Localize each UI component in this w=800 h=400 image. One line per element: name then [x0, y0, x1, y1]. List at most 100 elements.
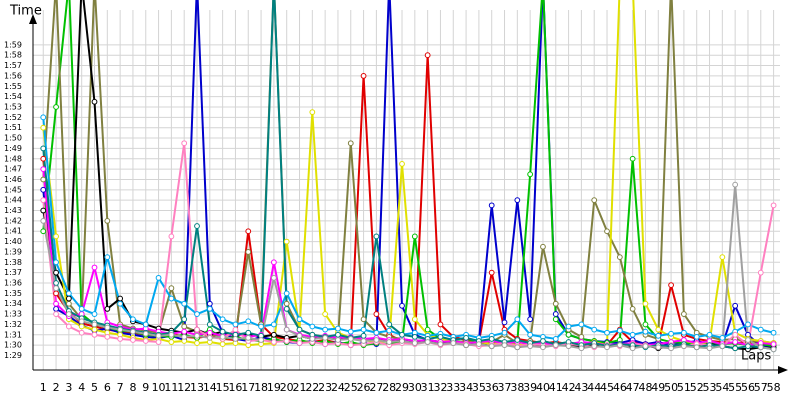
- data-point: [270, 339, 277, 345]
- data-point: [347, 342, 354, 349]
- data-point: [194, 332, 200, 339]
- data-point: [386, 321, 393, 328]
- data-point: [91, 321, 98, 328]
- data-point: [463, 342, 469, 349]
- data-point: [514, 316, 521, 323]
- data-point: [219, 328, 226, 335]
- data-point: [78, 318, 85, 325]
- x-tick-label: 29: [395, 381, 409, 394]
- data-point: [360, 316, 367, 323]
- data-point: [424, 339, 431, 345]
- y-axis-label: Time: [9, 4, 42, 19]
- data-point: [232, 336, 239, 342]
- data-point: [65, 323, 72, 330]
- data-point: [668, 282, 674, 288]
- data-point: [386, 339, 393, 345]
- data-point: [552, 300, 559, 307]
- data-point: [411, 316, 418, 323]
- x-tick-label: 53: [703, 381, 717, 394]
- x-tick-label: 34: [459, 381, 473, 394]
- x-tick-label: 20: [280, 381, 294, 394]
- data-point: [78, 306, 85, 312]
- x-tick-label: 44: [587, 381, 601, 394]
- grid: [33, 10, 780, 370]
- data-point: [168, 285, 175, 292]
- data-point: [335, 325, 341, 332]
- data-point: [514, 337, 521, 343]
- data-point: [322, 341, 329, 348]
- data-point: [194, 326, 200, 333]
- data-point: [245, 334, 252, 341]
- data-point: [181, 323, 188, 330]
- y-tick-label: 1:37: [4, 268, 22, 277]
- y-tick-label: 1:53: [4, 102, 22, 111]
- data-point: [629, 306, 636, 312]
- data-point: [53, 280, 59, 286]
- y-tick-label: 1:41: [4, 227, 22, 236]
- x-tick-label: 39: [523, 381, 537, 394]
- data-point: [309, 109, 316, 116]
- data-point: [117, 326, 124, 333]
- data-point: [501, 319, 508, 326]
- x-tick-label: 58: [767, 381, 781, 394]
- y-tick-label: 1:45: [4, 185, 22, 194]
- data-point: [770, 202, 777, 209]
- data-point: [65, 311, 72, 317]
- data-point: [219, 341, 226, 348]
- x-tick-label: 50: [664, 381, 678, 394]
- data-point: [629, 331, 636, 338]
- x-tick-label: 33: [446, 381, 460, 394]
- data-point: [642, 328, 649, 335]
- data-point: [283, 300, 290, 307]
- data-point: [411, 333, 418, 340]
- data-point: [514, 344, 521, 351]
- x-tick-label: 35: [472, 381, 486, 394]
- data-point: [40, 124, 47, 131]
- data-point: [245, 329, 252, 336]
- x-tick-label: 40: [536, 381, 550, 394]
- x-tick-label: 48: [638, 381, 652, 394]
- x-tick-label: 28: [382, 381, 396, 394]
- x-tick-label: 13: [190, 381, 204, 394]
- x-tick-label: 17: [241, 381, 255, 394]
- x-tick-label: 36: [485, 381, 499, 394]
- y-axis-arrow: [29, 14, 37, 24]
- data-point: [53, 285, 59, 292]
- data-point: [117, 295, 124, 302]
- data-point: [245, 318, 252, 325]
- data-point: [181, 140, 188, 147]
- data-point: [360, 338, 367, 344]
- data-point: [53, 259, 59, 266]
- data-point: [360, 326, 367, 333]
- data-point: [745, 321, 751, 328]
- y-tick-label: 1:35: [4, 289, 22, 298]
- y-tick-label: 1:39: [4, 247, 22, 256]
- x-tick-label: 11: [164, 381, 178, 394]
- data-point: [258, 323, 264, 330]
- data-point: [53, 104, 59, 110]
- data-point: [309, 323, 316, 330]
- data-point: [130, 316, 136, 323]
- data-point: [309, 336, 316, 342]
- data-point: [91, 264, 98, 271]
- data-point: [219, 333, 226, 340]
- data-point: [104, 333, 111, 340]
- data-point: [655, 332, 662, 339]
- data-point: [104, 217, 111, 224]
- y-tick-label: 1:58: [4, 51, 22, 60]
- x-tick-label: 57: [754, 381, 768, 394]
- y-tick-label: 1:40: [4, 237, 22, 246]
- data-point: [540, 338, 546, 344]
- data-point: [155, 339, 162, 345]
- data-point: [104, 306, 111, 312]
- data-point: [40, 197, 47, 204]
- data-point: [732, 181, 739, 188]
- data-point: [155, 332, 162, 339]
- x-tick-label: 2: [53, 381, 60, 394]
- data-point: [514, 197, 521, 204]
- data-point: [65, 300, 72, 307]
- data-point: [270, 259, 277, 266]
- y-tick-label: 1:29: [4, 351, 22, 360]
- data-point: [194, 340, 200, 346]
- x-tick-label: 21: [293, 381, 307, 394]
